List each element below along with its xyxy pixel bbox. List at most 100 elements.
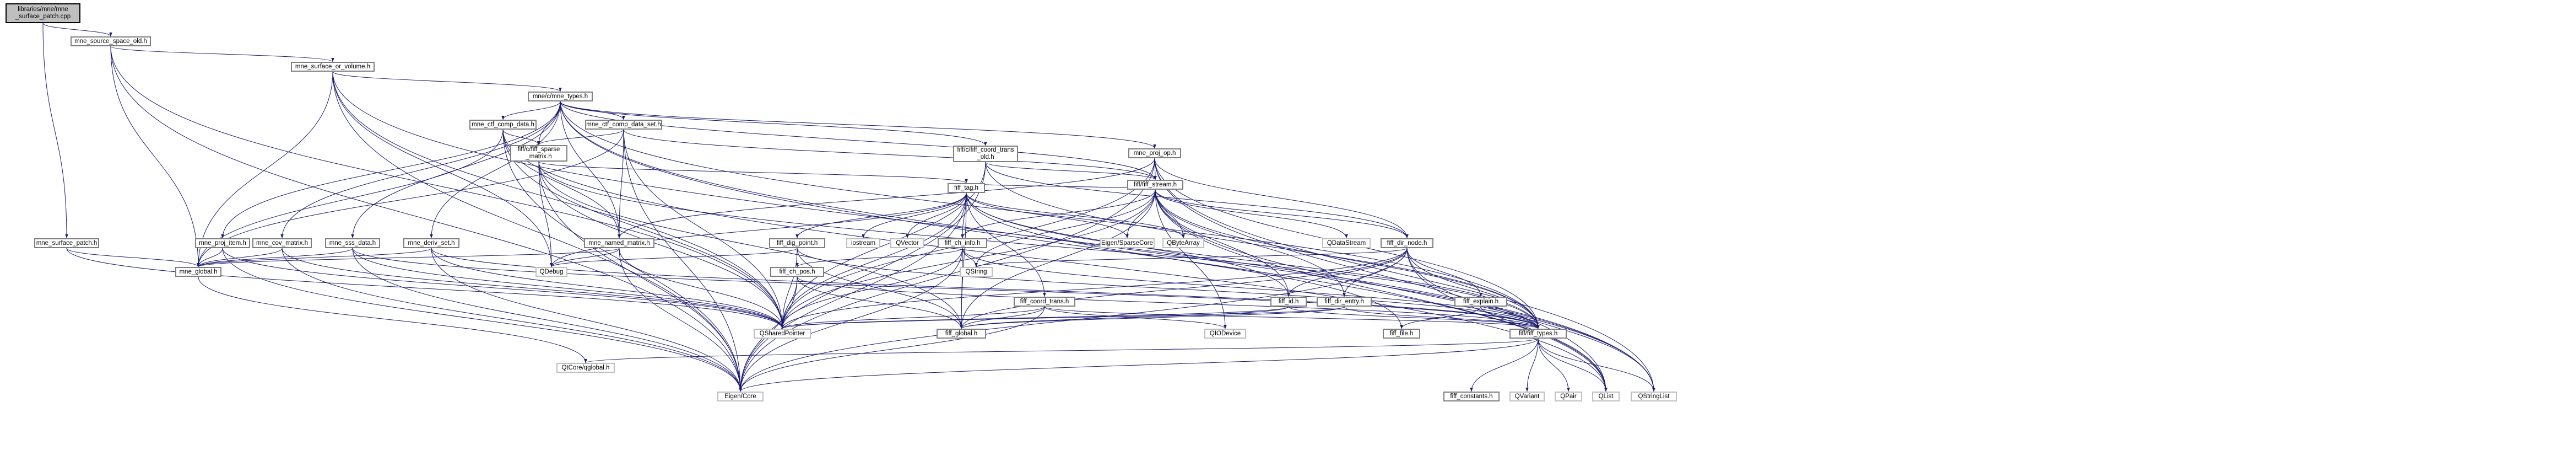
node-qdebug: QDebug	[535, 267, 567, 277]
node-mne-named-matrix[interactable]: mne_named_matrix.h	[584, 238, 654, 248]
edge-dirNode-to-qstring	[975, 248, 1408, 267]
node-mne-proj-item[interactable]: mne_proj_item.h	[195, 238, 250, 248]
edge-ctfCompSet-to-fiffStream	[623, 129, 1157, 180]
edge-dirNode-to-qlist	[1406, 248, 1608, 392]
edge-surfVol-to-qstringlist	[332, 71, 1655, 392]
node-mne-surface-or-volume[interactable]: mne_surface_or_volume.h	[291, 62, 375, 72]
edge-coordTrans-to-fiffStream	[985, 162, 1157, 180]
edge-ctfCompData-to-eigenCore	[502, 129, 742, 392]
edge-fiffTypes-to-constants	[1470, 338, 1539, 392]
edge-covMatrix-to-eigenCore	[282, 248, 742, 392]
node-mne-ctf-comp-data-set[interactable]: mne_ctf_comp_data_set.h	[585, 120, 662, 130]
node-fiff-ch-info[interactable]: fiff_ch_info.h	[938, 238, 987, 248]
node-fiff-types[interactable]: fiff/fiff_types.h	[1509, 329, 1567, 339]
node-fiff-tag[interactable]: fiff_tag.h	[948, 183, 985, 193]
edge-fiffTypes-to-qlist	[1538, 338, 1608, 392]
node-fiff-global[interactable]: fiff_global.h	[937, 329, 986, 339]
edge-dirEntry-to-qshared	[781, 306, 1345, 329]
node-qstring: QString	[960, 267, 993, 277]
node-qvariant: QVariant	[1509, 392, 1545, 401]
node-fiff-coord-trans-old[interactable]: fiff/c/fiff_coord_trans _old.h	[953, 146, 1018, 162]
edge-coordTrans2-to-qshared	[781, 306, 1045, 329]
edge-namedMatrix-to-eigenCore	[619, 248, 742, 392]
edge-fiffTypes-to-qstringlist	[1538, 338, 1655, 392]
edge-derivSet-to-qshared	[431, 248, 784, 329]
edge-fiffTypes-to-qtconfig	[584, 338, 1539, 363]
edge-ctfCompSet-to-sparseMatrix	[537, 129, 624, 146]
edge-chInfo-to-qshared	[781, 248, 963, 329]
edge-coordTrans2-to-fiffGlobal	[960, 306, 1045, 329]
edge-sparseMatrix-to-eigenCore	[538, 161, 742, 392]
edge-chInfo-to-chPos	[795, 248, 963, 267]
edge-mneTypes-to-derivSet	[430, 101, 561, 239]
node-qdatastream: QDataStream	[1322, 238, 1371, 248]
edge-coordTrans2-to-eigenCore	[739, 306, 1045, 392]
edge-sparseMatrix-to-qdebug	[538, 161, 553, 267]
edge-fiffTypes-to-qpair	[1538, 338, 1570, 392]
edge-digPoint-to-fiffGlobal	[797, 248, 963, 329]
edge-fiffTag-to-digPoint	[795, 192, 967, 239]
node-mne-cov-matrix[interactable]: mne_cov_matrix.h	[252, 238, 312, 248]
node-mne-surface-patch[interactable]: mne_surface_patch.h	[34, 238, 99, 248]
node-qsharedpointer: QSharedPointer	[754, 329, 811, 339]
node-mne-global[interactable]: mne_global.h	[175, 267, 221, 277]
edge-fiffStream-to-fiffTypes	[1155, 189, 1540, 329]
node-fiff-dir-node[interactable]: fiff_dir_node.h	[1381, 238, 1433, 248]
edge-derivSet-to-eigenCore	[431, 248, 742, 392]
edge-ctfCompData-to-namedMatrix	[502, 129, 621, 239]
edge-fiffTag-to-qbytearray	[966, 192, 1185, 239]
node-fiff-dig-point[interactable]: fiff_dig_point.h	[769, 238, 825, 248]
edge-mneTypes-to-fiffStream	[560, 101, 1157, 180]
edge-fiffTag-to-eigenCore	[739, 192, 967, 392]
node-fiff-file[interactable]: fiff_file.h	[1383, 329, 1420, 339]
node-qbytearray: QByteArray	[1162, 238, 1204, 248]
node-mne-sss-data[interactable]: mne_sss_data.h	[325, 238, 380, 248]
edge-projItem-to-qshared	[222, 248, 784, 329]
edge-sssData-to-mneGlobal	[197, 248, 353, 267]
edge-dirNode-to-qstringlist	[1406, 248, 1655, 392]
edge-projOp-to-dirNode	[1154, 158, 1409, 239]
edge-dirNode-to-fiffTypes	[1406, 248, 1540, 329]
edge-root-to-surfPatch	[42, 23, 68, 239]
edge-fiffStream-to-eigenSparse	[1125, 189, 1156, 239]
edge-surfVol-to-mneGlobal	[197, 71, 333, 267]
edge-surfPatch-to-mneGlobal	[66, 248, 200, 267]
node-iostream: iostream	[846, 238, 880, 248]
edge-chInfo-to-eigenCore	[739, 248, 963, 392]
node-fiff-id[interactable]: fiff_id.h	[1270, 297, 1307, 307]
edge-derivSet-to-fiffTypes	[431, 248, 1540, 329]
edge-ctfCompData-to-qshared	[502, 129, 784, 329]
node-fiff-coord-trans[interactable]: fiff_coord_trans.h	[1014, 297, 1075, 307]
node-mne-ctf-comp-data[interactable]: mne_ctf_comp_data.h	[469, 120, 537, 130]
node-fiff-sparse-matrix[interactable]: fiff/c/fiff_sparse _matrix.h	[510, 145, 567, 162]
edge-surfVol-to-qshared	[332, 71, 784, 329]
edge-fiffStream-to-qiodevice	[1155, 189, 1227, 329]
edge-sparseMatrix-to-qshared	[538, 161, 784, 329]
node-fiff-dir-entry[interactable]: fiff_dir_entry.h	[1317, 297, 1372, 307]
edge-covMatrix-to-qshared	[282, 248, 784, 329]
edge-coordTrans2-to-fiffTypes	[1044, 306, 1540, 329]
node-fiff-ch-pos[interactable]: fiff_ch_pos.h	[770, 267, 824, 277]
edge-mneTypes-to-coordTrans	[560, 101, 987, 146]
node-mne-proj-op[interactable]: mne_proj_op.h	[1128, 148, 1181, 158]
node-qpair: QPair	[1555, 392, 1582, 401]
edge-fiffId-to-fiffTypes	[1288, 306, 1540, 329]
edge-mneTypes-to-projOp	[560, 101, 1156, 149]
edge-sparseMatrix-to-fiffGlobal	[538, 161, 963, 329]
edge-projItem-to-eigenCore	[222, 248, 742, 392]
node-fiff-constants[interactable]: fiff_constants.h	[1443, 392, 1500, 401]
edge-digPoint-to-fiffTypes	[797, 248, 1540, 329]
node-mne-deriv-set[interactable]: mne_deriv_set.h	[403, 238, 459, 248]
edge-ctfCompSet-to-namedMatrix	[618, 129, 624, 239]
edge-digPoint-to-qdebug	[550, 248, 798, 267]
node-mne-types[interactable]: mne/c/mne_types.h	[528, 92, 593, 101]
edge-mneTypes-to-ctfCompData	[501, 101, 561, 120]
edge-explain-to-fiffTypes	[1480, 306, 1540, 329]
node-fiff-stream[interactable]: fiff/fiff_stream.h	[1127, 180, 1183, 190]
node-mne-source-space-old[interactable]: mne_source_space_old.h	[71, 36, 151, 46]
edge-surfVol-to-mneTypes	[332, 71, 562, 92]
edge-mneGlobal-to-qtconfig	[198, 276, 587, 363]
node-fiff-explain[interactable]: fiff_explain.h	[1454, 297, 1507, 307]
edge-dirEntry-to-fiffGlobal	[960, 306, 1345, 329]
edge-fiffId-to-fiffGlobal	[960, 306, 1289, 329]
